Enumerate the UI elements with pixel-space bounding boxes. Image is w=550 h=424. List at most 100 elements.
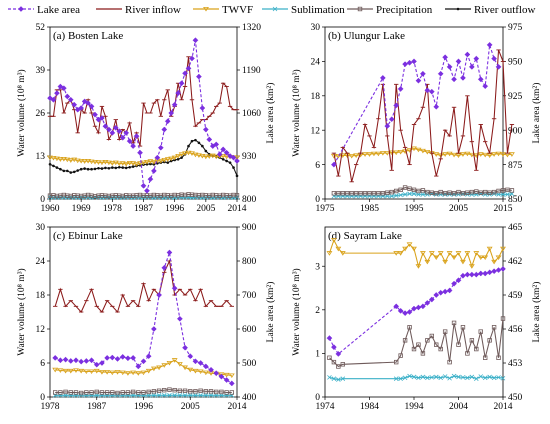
data-point	[52, 355, 59, 361]
y2-tick-label: 1060	[242, 109, 261, 119]
data-point	[136, 390, 141, 395]
data-point	[397, 307, 404, 314]
data-point	[500, 188, 506, 193]
series-river-inflow	[47, 56, 240, 147]
data-point	[95, 160, 102, 165]
x-tick-label: 1987	[87, 402, 106, 412]
data-point	[340, 362, 345, 367]
data-point	[477, 76, 484, 83]
data-point	[455, 277, 462, 284]
legend-swatch-marker	[203, 7, 209, 12]
data-point	[496, 355, 501, 360]
data-point	[171, 358, 178, 363]
data-point	[162, 387, 167, 393]
data-point	[146, 389, 151, 395]
series-river-inflow	[331, 49, 515, 183]
y-tick-label: 0	[315, 393, 320, 403]
data-point	[208, 389, 214, 394]
data-point	[64, 93, 71, 100]
data-point	[336, 377, 341, 382]
data-point	[130, 370, 137, 376]
data-point	[83, 167, 86, 170]
data-point	[60, 156, 67, 162]
legend-entry: Lake area	[8, 4, 80, 16]
data-point	[220, 146, 227, 153]
data-point	[358, 191, 363, 196]
y2-axis-label: Lake area (km²)	[531, 282, 542, 343]
series-line	[54, 259, 233, 314]
data-point	[57, 368, 64, 373]
data-point	[393, 303, 400, 310]
series-line	[329, 318, 504, 368]
data-point	[438, 189, 443, 195]
data-point	[85, 100, 91, 106]
data-point	[406, 59, 413, 66]
data-point	[189, 55, 195, 62]
data-point	[69, 171, 73, 174]
data-point	[456, 342, 461, 347]
y2-tick-label: 950	[508, 58, 523, 68]
data-point	[456, 192, 461, 197]
data-point	[121, 166, 125, 169]
data-point	[161, 157, 168, 163]
data-point	[335, 351, 342, 357]
data-point	[460, 272, 466, 279]
data-point	[230, 154, 237, 161]
series-twvf	[326, 238, 506, 269]
data-point	[71, 157, 78, 163]
data-point	[491, 259, 498, 265]
data-point	[219, 389, 224, 395]
data-point	[478, 374, 484, 379]
data-point	[147, 176, 154, 183]
data-point	[362, 152, 368, 157]
data-point	[119, 161, 126, 166]
data-point	[446, 287, 453, 294]
data-point	[196, 73, 202, 80]
data-point	[199, 105, 206, 111]
data-point	[88, 103, 95, 110]
data-point	[188, 389, 193, 394]
data-point	[115, 393, 120, 398]
data-point	[180, 156, 183, 159]
data-point	[119, 134, 126, 141]
y2-tick-label: 800	[242, 257, 257, 267]
data-point	[156, 393, 162, 398]
data-point	[447, 359, 452, 365]
data-point	[140, 160, 147, 166]
data-point	[397, 86, 404, 92]
data-point	[406, 242, 413, 247]
data-point	[85, 158, 92, 164]
data-point	[500, 316, 506, 321]
data-point	[168, 156, 175, 162]
series-precipitation	[331, 185, 515, 196]
data-point	[442, 54, 449, 61]
data-point	[491, 189, 497, 195]
y-tick-label: 24	[311, 58, 321, 68]
data-point	[500, 192, 506, 197]
data-point	[202, 126, 209, 133]
data-point	[168, 110, 175, 116]
plot-frame	[324, 26, 504, 200]
data-point	[154, 154, 161, 161]
data-point	[92, 111, 98, 118]
data-point	[473, 55, 480, 62]
data-point	[172, 387, 177, 393]
panel: 1978 1987 1996 2005 2014 0 6 12 18 24 30 400 500 600 7…	[16, 223, 276, 412]
data-point	[197, 360, 204, 366]
data-point	[76, 169, 80, 172]
data-point	[442, 191, 448, 196]
data-point	[202, 154, 209, 160]
data-point	[182, 344, 188, 351]
data-point	[79, 167, 83, 171]
data-point	[491, 152, 498, 157]
data-point	[114, 356, 121, 362]
data-point	[416, 188, 421, 194]
data-point	[446, 151, 453, 157]
data-point	[487, 338, 492, 343]
data-point	[500, 375, 506, 381]
data-point	[99, 160, 105, 166]
data-point	[150, 366, 157, 372]
y-tick-label: 0	[315, 195, 320, 205]
data-point	[398, 353, 403, 358]
data-point	[112, 125, 119, 131]
